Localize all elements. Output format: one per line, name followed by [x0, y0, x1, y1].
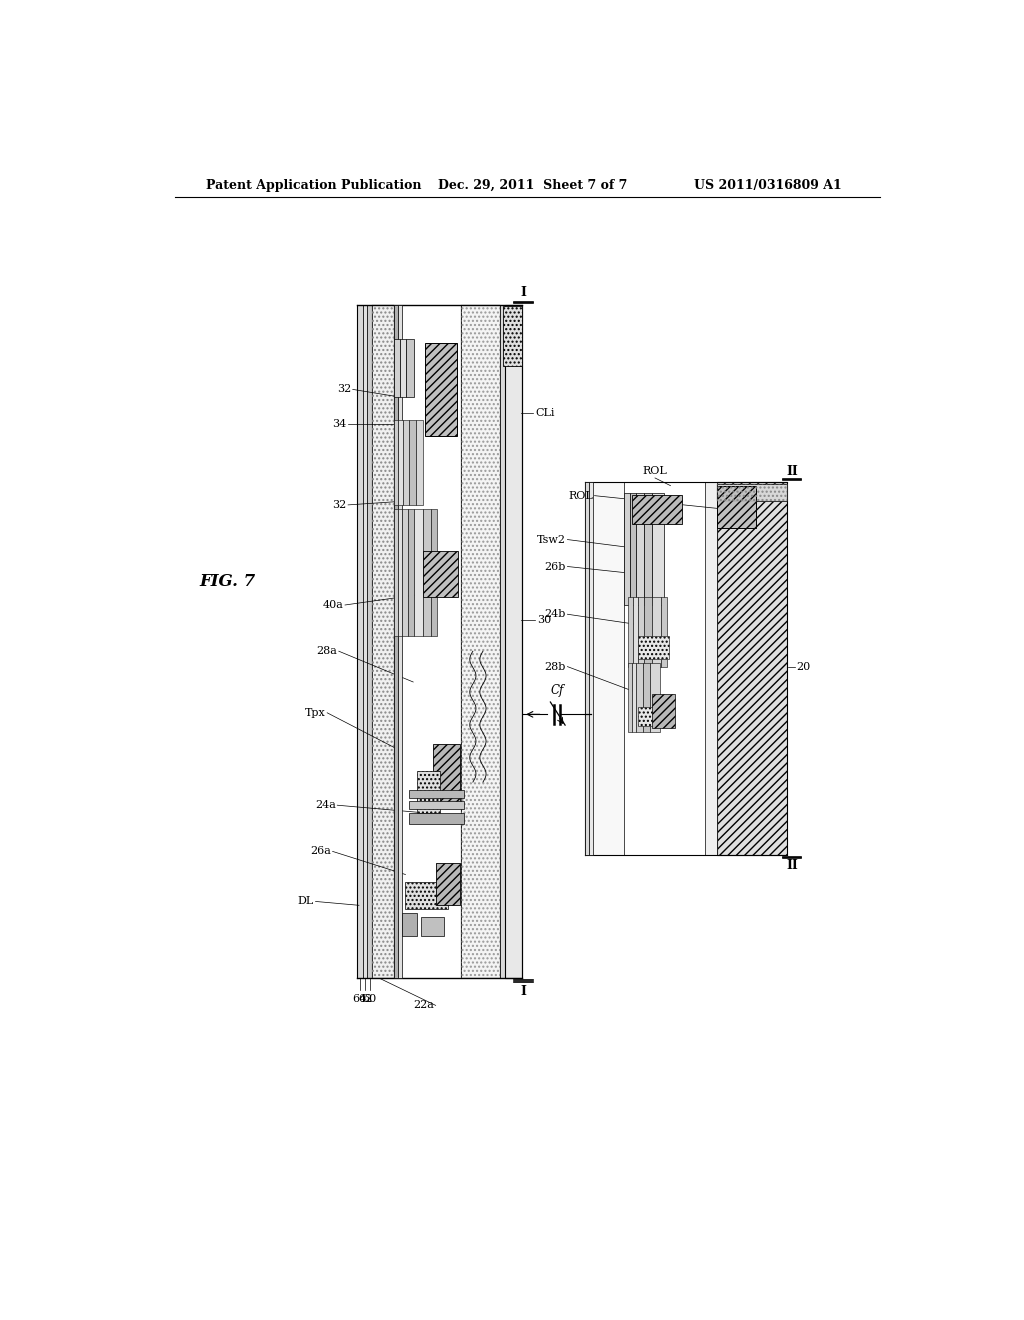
Text: 60: 60	[362, 994, 377, 1003]
Bar	[628, 663, 632, 733]
Text: Dec. 29, 2011  Sheet 7 of 7: Dec. 29, 2011 Sheet 7 of 7	[438, 178, 628, 191]
Bar	[589, 482, 593, 855]
Text: 24a: 24a	[314, 800, 336, 810]
Bar	[638, 598, 644, 667]
Text: II: II	[786, 465, 798, 478]
Bar	[586, 482, 589, 855]
Bar	[706, 482, 717, 855]
Bar	[400, 339, 407, 397]
Text: 30: 30	[538, 615, 552, 626]
Bar	[398, 420, 403, 506]
Bar	[638, 706, 662, 726]
Bar	[717, 484, 786, 502]
Text: 40a: 40a	[323, 601, 343, 610]
Bar	[636, 663, 643, 733]
Bar	[372, 305, 394, 978]
Text: FIG. 7: FIG. 7	[200, 573, 256, 590]
Text: 26b: 26b	[545, 561, 566, 572]
Bar	[643, 663, 650, 733]
Bar	[408, 508, 414, 636]
Bar	[636, 494, 644, 605]
Bar	[431, 508, 437, 636]
Bar	[586, 482, 624, 855]
Bar	[401, 508, 408, 636]
Bar	[372, 305, 394, 978]
Bar	[410, 789, 464, 797]
Bar	[406, 882, 449, 909]
Text: 62: 62	[358, 994, 373, 1003]
Bar	[503, 306, 521, 367]
Text: I: I	[520, 985, 526, 998]
Bar	[416, 420, 423, 506]
Bar	[362, 305, 368, 978]
Text: 32: 32	[333, 500, 346, 510]
Bar	[423, 552, 458, 598]
Text: 28a: 28a	[316, 647, 337, 656]
Text: US 2011/0316809 A1: US 2011/0316809 A1	[693, 178, 842, 191]
Bar	[436, 863, 460, 906]
Bar	[652, 494, 664, 605]
Bar	[717, 486, 756, 528]
Text: DL: DL	[298, 896, 314, 907]
Bar	[650, 663, 659, 733]
Text: II: II	[786, 859, 798, 873]
Bar	[401, 913, 417, 936]
Text: 20: 20	[796, 661, 810, 672]
Bar	[638, 636, 669, 659]
Bar	[461, 305, 500, 978]
Bar	[356, 305, 362, 978]
Bar	[628, 598, 633, 667]
Text: I: I	[520, 285, 526, 298]
Bar	[394, 508, 397, 636]
Bar	[394, 305, 397, 978]
Bar	[394, 420, 398, 506]
Text: 22a: 22a	[414, 1001, 434, 1010]
Text: CLi: CLi	[535, 408, 554, 417]
Bar	[624, 494, 630, 605]
Text: Cf: Cf	[550, 684, 564, 697]
Bar	[644, 494, 652, 605]
Bar	[662, 598, 668, 667]
Bar	[461, 305, 500, 978]
Bar	[414, 508, 423, 636]
Bar	[644, 598, 652, 667]
Bar	[410, 801, 464, 809]
Bar	[410, 420, 416, 506]
Bar	[425, 343, 458, 436]
Bar	[410, 813, 464, 825]
Text: 24b: 24b	[545, 610, 566, 619]
Text: Tsw2: Tsw2	[537, 535, 566, 545]
Text: ROL: ROL	[643, 466, 668, 475]
Text: Tpx: Tpx	[305, 708, 326, 718]
Text: 26a: 26a	[310, 846, 331, 857]
Text: 32: 32	[337, 384, 351, 395]
Text: 28b: 28b	[545, 661, 566, 672]
Bar	[717, 484, 786, 502]
Bar	[652, 693, 675, 729]
Bar	[633, 598, 638, 667]
Bar	[632, 663, 636, 733]
Bar	[632, 495, 682, 524]
Text: 64: 64	[352, 994, 367, 1003]
Bar	[421, 917, 444, 936]
Text: 34: 34	[333, 418, 346, 429]
Bar	[368, 305, 372, 978]
Bar	[432, 743, 460, 805]
Bar	[417, 771, 440, 813]
Bar	[407, 339, 414, 397]
Bar	[500, 305, 505, 978]
Bar	[717, 482, 786, 855]
Bar	[505, 305, 521, 978]
Bar	[394, 339, 400, 397]
Bar	[652, 598, 662, 667]
Text: Patent Application Publication: Patent Application Publication	[206, 178, 421, 191]
Text: ROL: ROL	[568, 491, 593, 500]
Bar	[397, 305, 401, 978]
Bar	[403, 420, 410, 506]
Bar	[423, 508, 431, 636]
Bar	[397, 508, 401, 636]
Bar	[630, 494, 636, 605]
